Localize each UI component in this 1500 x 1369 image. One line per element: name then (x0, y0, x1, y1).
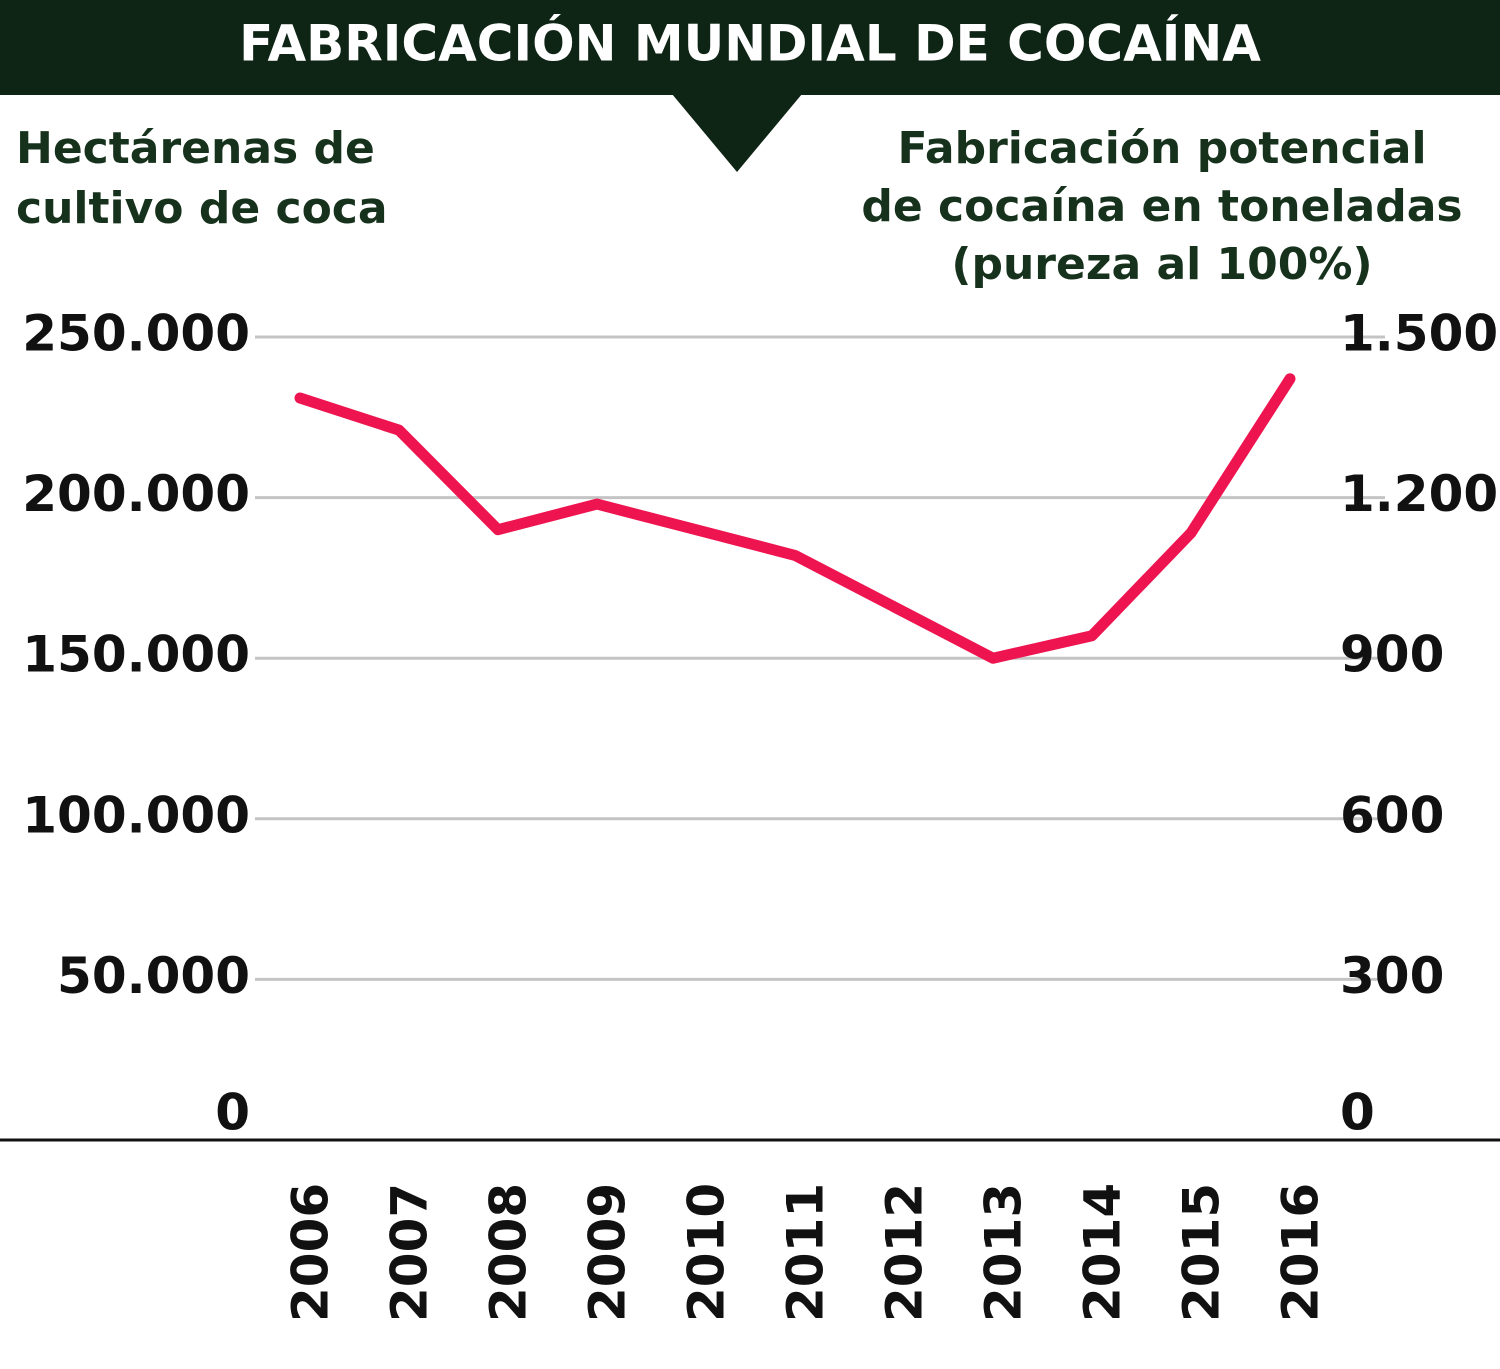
y-tick-label: 0 (215, 1084, 250, 1142)
y2-tick-label: 1.500 (1340, 305, 1498, 363)
header-pointer (672, 94, 802, 172)
x-tick-label: 2008 (480, 1183, 538, 1322)
x-tick-label: 2007 (381, 1183, 439, 1322)
y2-axis-title-line: de cocaína en toneladas (861, 181, 1462, 232)
chart-title: FABRICACIÓN MUNDIAL DE COCAÍNA (239, 14, 1261, 73)
y-axis-title-line: Hectárenas de (16, 123, 375, 174)
y-tick-label: 50.000 (57, 947, 250, 1005)
data-line (294, 373, 1296, 664)
x-tick-label: 2006 (282, 1183, 340, 1322)
y2-axis-title-line: Fabricación potencial (897, 123, 1426, 174)
x-tick-label: 2011 (777, 1183, 835, 1322)
x-tick-label: 2014 (1074, 1183, 1132, 1322)
y2-tick-label: 600 (1340, 786, 1444, 844)
y2-axis-title-line: (pureza al 100%) (951, 239, 1372, 290)
header-band (0, 0, 1500, 95)
x-tick-label: 2010 (678, 1183, 736, 1322)
y-tick-label: 250.000 (22, 305, 250, 363)
y2-tick-label: 900 (1340, 626, 1444, 684)
y2-tick-label: 0 (1340, 1084, 1375, 1142)
y-tick-label: 200.000 (22, 465, 250, 523)
y2-axis-title: Fabricación potencial de cocaína en tonel… (861, 123, 1462, 290)
x-tick-label: 2015 (1173, 1183, 1231, 1322)
y2-tick-label: 1.200 (1340, 465, 1498, 523)
x-tick-label: 2009 (579, 1183, 637, 1322)
x-tick-label: 2012 (876, 1183, 934, 1322)
y-tick-label: 100.000 (22, 786, 250, 844)
y2-tick-label: 300 (1340, 947, 1444, 1005)
x-tick-label: 2016 (1272, 1183, 1330, 1322)
y-axis-title-line: cultivo de coca (16, 183, 388, 234)
x-tick-label: 2013 (975, 1183, 1033, 1322)
y-axis-title: Hectárenas de cultivo de coca (16, 123, 388, 234)
y-tick-label: 150.000 (22, 626, 250, 684)
